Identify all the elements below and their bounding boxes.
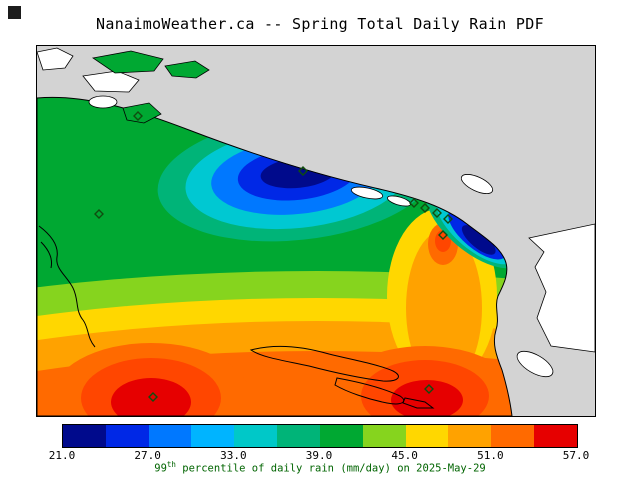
- colorbar-segment: [319, 425, 363, 447]
- colorbar-segment: [491, 425, 535, 447]
- colorbar-segment: [191, 425, 235, 447]
- station-marker: [424, 384, 434, 394]
- colorbar-segment: [63, 425, 106, 447]
- station-marker: [133, 111, 143, 121]
- station-marker: [409, 198, 419, 208]
- station-marker: [420, 203, 430, 213]
- station-marker: [432, 208, 442, 218]
- colorbar-tick: 21.0: [48, 449, 76, 462]
- station-marker: [438, 230, 448, 240]
- colorbar-tick: 45.0: [391, 449, 418, 462]
- station-marker: [443, 214, 453, 224]
- station-markers: [94, 111, 453, 402]
- colorbar-segment: [148, 425, 192, 447]
- colorbar-tick: 51.0: [477, 449, 504, 462]
- colorbar-segment: [405, 425, 449, 447]
- caption-text: percentile of daily rain (mm/day) on 202…: [175, 462, 486, 475]
- map-frame: [36, 45, 596, 417]
- colorbar-segment: [234, 425, 278, 447]
- islands: [37, 47, 595, 378]
- caption-number: 99: [154, 462, 167, 475]
- colorbar-tick: 57.0: [562, 449, 590, 462]
- rain-map: [37, 46, 595, 416]
- colorbar-tick: 39.0: [305, 449, 333, 462]
- station-marker: [298, 166, 308, 176]
- colorbar-tick: 27.0: [134, 449, 161, 462]
- colorbar-segment: [105, 425, 149, 447]
- colorbar-tick: 33.0: [220, 449, 247, 462]
- colorbar-segment: [362, 425, 406, 447]
- caption-ordinal: th: [166, 460, 176, 469]
- plot-title: NanaimoWeather.ca -- Spring Total Daily …: [96, 15, 544, 33]
- caption: 99th percentile of daily rain (mm/day) o…: [0, 460, 640, 475]
- colorbar-segment: [534, 425, 577, 447]
- colorbar: [62, 424, 578, 448]
- coastlines: [38, 225, 435, 409]
- corner-swatch: [8, 6, 21, 19]
- colorbar-segment: [448, 425, 492, 447]
- colorbar-ticks: 21.0 27.0 33.0 39.0 45.0 51.0 57.0: [49, 449, 590, 462]
- station-marker: [94, 209, 104, 219]
- station-marker: [148, 392, 158, 402]
- colorbar-segment: [277, 425, 320, 447]
